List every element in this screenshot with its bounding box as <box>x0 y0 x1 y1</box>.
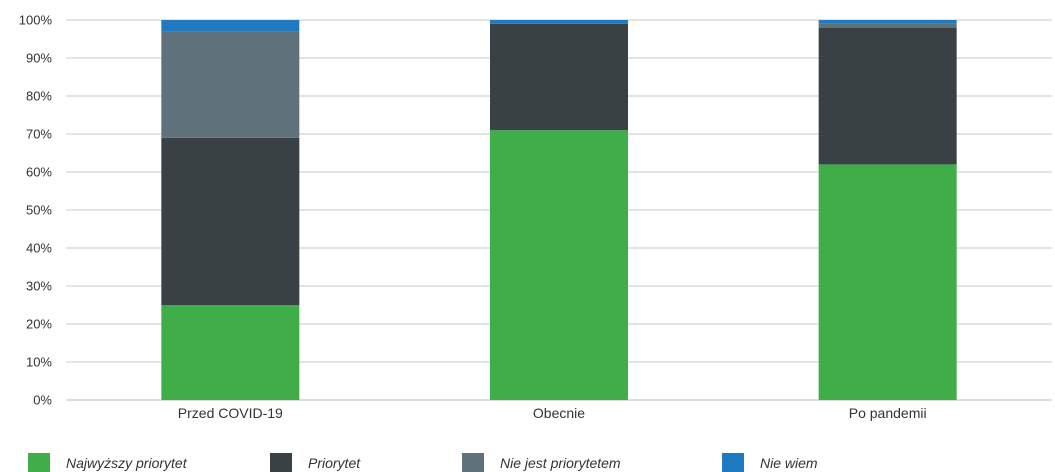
x-axis-ticks: Przed COVID-19 Obecnie Po pandemii <box>178 405 927 421</box>
legend-label: Priorytet <box>308 455 361 471</box>
legend-swatch <box>28 453 50 472</box>
bars <box>161 20 957 400</box>
y-tick-label: 70% <box>26 127 52 142</box>
y-tick-label: 40% <box>26 241 52 256</box>
bar-segment <box>490 130 628 400</box>
y-tick-label: 60% <box>26 165 52 180</box>
x-tick-label: Obecnie <box>533 405 585 421</box>
y-tick-label: 30% <box>26 279 52 294</box>
bar-segment <box>161 305 300 400</box>
y-tick-label: 20% <box>26 317 52 332</box>
bar-segment <box>818 23 957 28</box>
bar-segment <box>161 31 300 138</box>
x-tick-label: Po pandemii <box>849 405 927 421</box>
bar-segment <box>161 20 300 32</box>
y-tick-label: 0% <box>33 393 52 408</box>
x-tick-label: Przed COVID-19 <box>178 405 283 421</box>
y-tick-label: 90% <box>26 51 52 66</box>
legend-swatch <box>722 453 744 472</box>
legend-label: Nie wiem <box>760 455 818 471</box>
legend-swatch <box>462 453 484 472</box>
bar-segment <box>818 27 957 165</box>
bar-segment <box>818 20 957 24</box>
bar-segment <box>818 164 957 400</box>
y-tick-label: 80% <box>26 89 52 104</box>
y-axis-ticks: 0% 10% 20% 30% 40% 50% 60% 70% 80% 90% 100% <box>19 13 53 408</box>
legend-label: Najwyższy priorytet <box>66 455 188 471</box>
legend: Najwyższy priorytet Priorytet Nie jest pri… <box>28 453 818 472</box>
y-tick-label: 100% <box>19 13 53 28</box>
bar-segment <box>490 20 628 24</box>
bar-segment <box>490 23 628 131</box>
legend-label: Nie jest priorytetem <box>500 455 621 471</box>
legend-swatch <box>270 453 292 472</box>
y-tick-label: 50% <box>26 203 52 218</box>
bar-segment <box>161 137 300 305</box>
y-tick-label: 10% <box>26 355 52 370</box>
